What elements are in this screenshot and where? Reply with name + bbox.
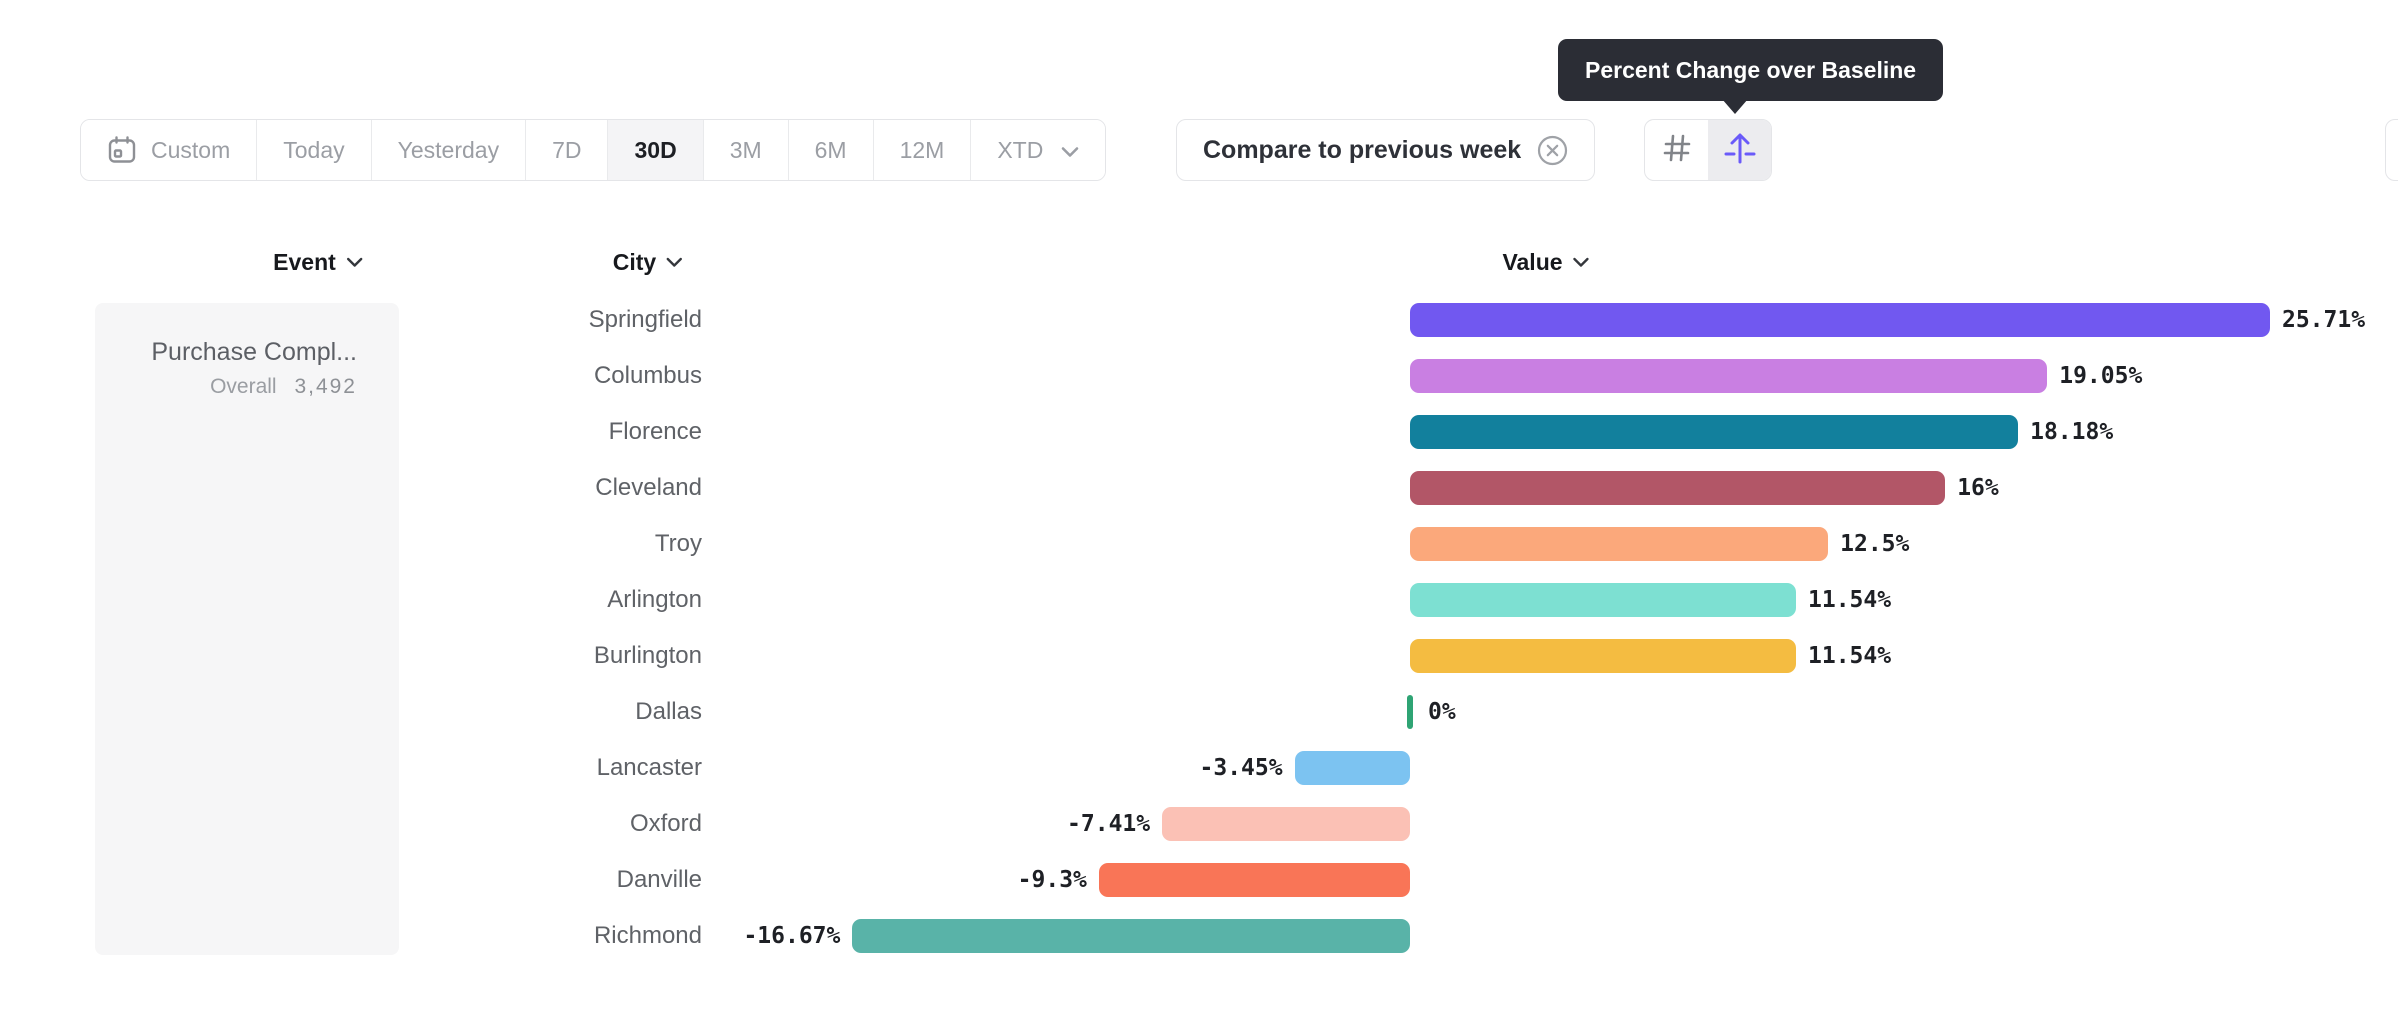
city-label: Arlington — [607, 586, 702, 613]
number-grid-icon — [1661, 132, 1693, 169]
date-range-7d[interactable]: 7D — [526, 120, 609, 180]
column-header-event[interactable]: Event — [273, 247, 363, 277]
column-header-value[interactable]: Value — [1502, 247, 1589, 277]
city-label: Lancaster — [596, 754, 702, 781]
city-label: Danville — [616, 866, 702, 893]
table-row: Danville -9.3% — [0, 852, 2398, 908]
value-bar[interactable] — [1294, 751, 1410, 785]
date-range-label: Today — [283, 136, 345, 163]
compare-pill[interactable]: Compare to previous week — [1176, 119, 1596, 181]
value-bar[interactable] — [1407, 695, 1413, 729]
calendar-icon — [107, 135, 137, 165]
event-card[interactable]: Purchase Compl... Overall 3,492 — [95, 303, 399, 955]
table-row: Troy 12.5% — [0, 516, 2398, 572]
date-range-label: 7D — [552, 136, 582, 163]
tooltip-percent-change: Percent Change over Baseline — [1558, 39, 1944, 101]
table-row: Arlington 11.54% — [0, 572, 2398, 628]
date-range-label: 30D — [634, 136, 677, 163]
city-label: Florence — [608, 418, 702, 445]
event-title: Purchase Compl... — [151, 338, 357, 366]
city-label: Burlington — [593, 642, 702, 669]
table-row: Dallas 0% — [0, 684, 2398, 740]
table-row: Columbus 19.05% — [0, 348, 2398, 404]
date-range-30d[interactable]: 30D — [608, 120, 704, 180]
value-label: 12.5% — [1840, 531, 1910, 557]
table-row: Lancaster -3.45% — [0, 740, 2398, 796]
chevron-down-icon — [346, 257, 363, 267]
column-header-city[interactable]: City — [613, 247, 683, 277]
value-bar[interactable] — [1410, 415, 2019, 449]
date-range-today[interactable]: Today — [257, 120, 372, 180]
value-label: -9.3% — [1017, 867, 1087, 893]
value-bar[interactable] — [1410, 471, 1946, 505]
tooltip-caret — [1722, 99, 1748, 114]
date-range-label: Yesterday — [397, 136, 500, 163]
chart-mode-toggle — [1644, 119, 1772, 181]
remove-compare-icon[interactable] — [1537, 135, 1568, 166]
chevron-down-icon — [667, 257, 683, 267]
event-metric-value: 3,492 — [294, 375, 357, 398]
column-header-label: City — [612, 248, 657, 275]
date-range-label: 3M — [729, 136, 762, 163]
table-row: Oxford -7.41% — [0, 796, 2398, 852]
date-range-yesterday[interactable]: Yesterday — [371, 120, 527, 180]
value-label: 11.54% — [1808, 643, 1892, 669]
event-subtitle: Overall 3,492 — [115, 374, 357, 400]
city-label: Troy — [654, 530, 702, 557]
event-metric-label: Overall — [210, 375, 277, 398]
chevron-down-icon — [1573, 257, 1589, 267]
city-label: Oxford — [629, 810, 702, 837]
table-row: Cleveland 16% — [0, 460, 2398, 516]
percent-change-baseline-icon — [1723, 130, 1757, 171]
value-label: 18.18% — [2030, 419, 2114, 445]
date-range-label: 12M — [899, 136, 945, 163]
date-range-control: Custom Today Yesterday 7D 30D 3M 6M 12M … — [80, 119, 1107, 181]
column-header-label: Value — [1502, 248, 1563, 275]
table-row: Burlington 11.54% — [0, 628, 2398, 684]
value-label: 25.71% — [2281, 307, 2366, 333]
table-row: Florence 18.18% — [0, 404, 2398, 460]
value-label: 19.05% — [2059, 363, 2143, 389]
date-range-custom[interactable]: Custom — [81, 120, 258, 180]
value-label: -7.41% — [1067, 811, 1151, 837]
value-label: 0% — [1428, 699, 1456, 725]
value-bar[interactable] — [1410, 583, 1796, 617]
absolute-numbers-button[interactable] — [1645, 120, 1708, 180]
value-label: -3.45% — [1199, 755, 1283, 781]
chevron-down-icon — [1061, 137, 1079, 164]
value-bar[interactable] — [1098, 863, 1410, 897]
percent-change-baseline-button[interactable] — [1708, 120, 1771, 180]
city-label: Richmond — [593, 922, 702, 949]
date-range-xtd[interactable]: XTD — [971, 120, 1106, 180]
value-bar[interactable] — [1410, 527, 1829, 561]
table-row: Springfield 25.71% — [0, 292, 2398, 348]
value-bar[interactable] — [1162, 807, 1410, 841]
date-range-12m[interactable]: 12M — [873, 120, 972, 180]
value-label: 16% — [1957, 475, 1999, 501]
date-range-label: 6M — [814, 136, 847, 163]
city-label: Cleveland — [595, 474, 702, 501]
value-bar[interactable] — [1410, 359, 2048, 393]
date-range-label: XTD — [997, 136, 1044, 163]
value-bar[interactable] — [852, 919, 1410, 953]
tooltip-text: Percent Change over Baseline — [1585, 56, 1917, 83]
value-bar[interactable] — [1410, 303, 2270, 337]
date-range-label: Custom — [151, 136, 231, 163]
value-label: -16.67% — [743, 923, 841, 949]
column-header-label: Event — [273, 248, 336, 275]
value-bar[interactable] — [1410, 639, 1796, 673]
value-label: 11.54% — [1808, 587, 1892, 613]
date-range-6m[interactable]: 6M — [788, 120, 874, 180]
city-label: Columbus — [593, 362, 702, 389]
date-range-3m[interactable]: 3M — [703, 120, 789, 180]
city-label: Springfield — [588, 306, 702, 333]
table-row: Richmond -16.67% — [0, 908, 2398, 964]
edge-partial-button[interactable] — [2385, 119, 2398, 181]
compare-label: Compare to previous week — [1203, 135, 1522, 164]
city-label: Dallas — [635, 698, 702, 725]
